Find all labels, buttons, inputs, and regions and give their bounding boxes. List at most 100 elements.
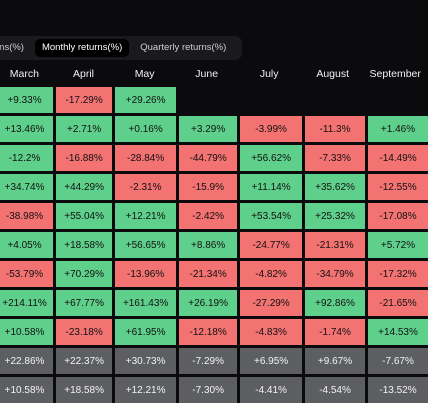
return-cell: -12.2%: [0, 145, 54, 171]
column-header-march: March: [9, 68, 39, 80]
summary-cell: +22.86%: [0, 348, 54, 374]
return-cell: +67.77%: [56, 290, 113, 316]
table-row: +34.74% +44.29% -2.31% -15.9% +11.14% +35.62%…: [0, 174, 428, 200]
tab-yearly-returns[interactable]: rns(%): [0, 42, 24, 53]
return-cell: +5.72%: [368, 232, 428, 258]
summary-cell: +6.95%: [240, 348, 303, 374]
summary-cell: +9.67%: [305, 348, 366, 374]
return-cell: +0.16%: [115, 116, 177, 142]
column-header-september: September: [369, 68, 421, 80]
return-cell: +26.19%: [179, 290, 238, 316]
return-cell: +10.58%: [0, 319, 54, 345]
return-cell: -16.88%: [56, 145, 113, 171]
return-cell: +35.62%: [305, 174, 366, 200]
column-header-august: August: [316, 68, 350, 80]
return-cell: -34.79%: [305, 261, 366, 287]
return-cell: -53.79%: [0, 261, 54, 287]
return-cell: +44.29%: [56, 174, 113, 200]
return-cell: +1.46%: [368, 116, 428, 142]
return-cell: -2.42%: [179, 203, 238, 229]
return-cell: [240, 87, 302, 113]
return-cell: -21.34%: [179, 261, 238, 287]
table-row: -53.79% +70.29% -13.96% -21.34% -4.82% -34.79…: [0, 261, 428, 287]
return-cell: [305, 87, 365, 113]
summary-cell: +30.73%: [115, 348, 177, 374]
tab-quarterly-returns[interactable]: Quarterly returns(%): [140, 42, 227, 53]
table-body: +9.33% -17.29% +29.26% +13.46% +2.71% +0.16% +…: [0, 87, 428, 403]
summary-cell: +10.58%: [0, 377, 54, 403]
table-row: +214.11% +67.77% +161.43% +26.19% -27.29% +92…: [0, 290, 428, 316]
return-cell: -13.96%: [115, 261, 177, 287]
table-row: +9.33% -17.29% +29.26%: [0, 87, 428, 113]
return-cell: +161.43%: [115, 290, 177, 316]
return-cell: -14.49%: [368, 145, 428, 171]
return-cell: -21.31%: [305, 232, 366, 258]
tab-monthly-returns[interactable]: Monthly returns(%): [34, 39, 130, 57]
summary-cell: -13.52%: [368, 377, 428, 403]
summary-cell: +12.21%: [115, 377, 177, 403]
return-cell: -17.08%: [368, 203, 428, 229]
return-cell: +34.74%: [0, 174, 54, 200]
return-cell: -3.99%: [240, 116, 303, 142]
summary-cell: -7.29%: [179, 348, 238, 374]
return-cell: -4.83%: [240, 319, 303, 345]
return-cell: -23.18%: [56, 319, 113, 345]
returns-tab-bar: rns(%) Monthly returns(%) Quarterly retu…: [0, 36, 242, 60]
return-cell: -11.3%: [305, 116, 366, 142]
return-cell: +61.95%: [115, 319, 177, 345]
table-row: +4.05% +18.58% +56.65% +8.86% -24.77% -21.31%…: [0, 232, 428, 258]
return-cell: -27.29%: [240, 290, 303, 316]
summary-cell: +18.58%: [56, 377, 113, 403]
column-header-april: April: [73, 68, 95, 80]
return-cell: +9.33%: [0, 87, 54, 113]
return-cell: +25.32%: [305, 203, 366, 229]
summary-cell: -7.30%: [179, 377, 238, 403]
return-cell: +70.29%: [56, 261, 113, 287]
table-row: -12.2% -16.88% -28.84% -44.79% +56.62% -7.33%…: [0, 145, 428, 171]
return-cell: +8.86%: [179, 232, 238, 258]
summary-row: +22.86% +22.37% +30.73% -7.29% +6.95% +9.67% -…: [0, 348, 428, 374]
return-cell: +53.54%: [240, 203, 303, 229]
table-header: March April May June July August Septemb…: [0, 64, 428, 86]
summary-row: +10.58% +18.58% +12.21% -7.30% -4.41% -4.54% -…: [0, 377, 428, 403]
return-cell: -44.79%: [179, 145, 238, 171]
table-row: +10.58% -23.18% +61.95% -12.18% -4.83% -1.74%…: [0, 319, 428, 345]
return-cell: +92.86%: [305, 290, 366, 316]
summary-cell: -7.67%: [368, 348, 428, 374]
return-cell: +13.46%: [0, 116, 54, 142]
column-header-may: May: [134, 68, 155, 80]
summary-cell: -4.41%: [240, 377, 303, 403]
return-cell: -12.18%: [179, 319, 238, 345]
return-cell: [179, 87, 237, 113]
returns-table: March April May June July August Septemb…: [0, 64, 428, 403]
column-header-june: June: [195, 68, 219, 80]
return-cell: -17.32%: [368, 261, 428, 287]
summary-cell: -4.54%: [305, 377, 366, 403]
return-cell: -17.29%: [56, 87, 113, 113]
return-cell: -4.82%: [240, 261, 303, 287]
return-cell: +214.11%: [0, 290, 54, 316]
return-cell: +12.21%: [115, 203, 177, 229]
return-cell: +4.05%: [0, 232, 54, 258]
return-cell: -28.84%: [115, 145, 177, 171]
return-cell: +56.62%: [240, 145, 303, 171]
return-cell: -38.98%: [0, 203, 54, 229]
return-cell: -15.9%: [179, 174, 238, 200]
return-cell: +56.65%: [115, 232, 177, 258]
return-cell: -1.74%: [305, 319, 366, 345]
return-cell: +29.26%: [115, 87, 177, 113]
table-row: -38.98% +55.04% +12.21% -2.42% +53.54% +25.32…: [0, 203, 428, 229]
summary-cell: +22.37%: [56, 348, 113, 374]
return-cell: +2.71%: [56, 116, 113, 142]
return-cell: +3.29%: [179, 116, 238, 142]
return-cell: +18.58%: [56, 232, 113, 258]
return-cell: -21.65%: [368, 290, 428, 316]
table-row: +13.46% +2.71% +0.16% +3.29% -3.99% -11.3% +1.…: [0, 116, 428, 142]
return-cell: [368, 87, 428, 113]
return-cell: +11.14%: [240, 174, 303, 200]
return-cell: +55.04%: [56, 203, 113, 229]
column-header-july: July: [259, 68, 279, 80]
return-cell: -7.33%: [305, 145, 366, 171]
return-cell: -24.77%: [240, 232, 303, 258]
return-cell: -2.31%: [115, 174, 177, 200]
